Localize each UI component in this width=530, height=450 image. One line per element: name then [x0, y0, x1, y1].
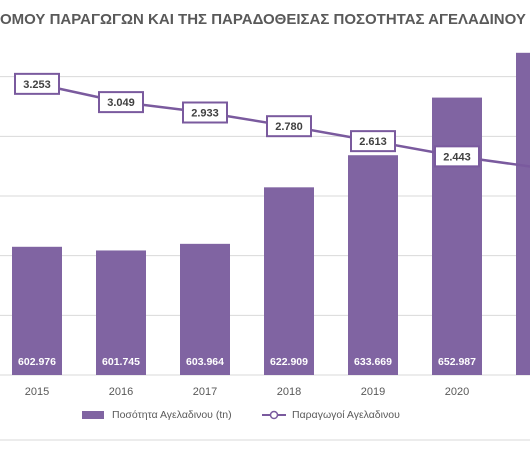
legend-swatch — [82, 411, 104, 419]
label-box — [98, 91, 144, 114]
bar — [180, 243, 230, 375]
x-tick-label: 2018 — [277, 386, 301, 398]
bar — [96, 250, 146, 375]
bar — [264, 187, 314, 375]
bar-value-label: 622.909 — [270, 356, 308, 368]
bar-value-label: 603.964 — [186, 356, 224, 368]
bar-value-label: 602.976 — [18, 356, 56, 368]
label-box — [182, 101, 228, 124]
label-box — [350, 130, 396, 153]
bar-value-label: 601.745 — [102, 356, 140, 368]
legend-label: Παραγωγοί Αγελαδινου — [292, 409, 400, 421]
x-tick-label: 2019 — [361, 386, 385, 398]
label-box — [14, 72, 60, 95]
line-value-label: 2.780 — [275, 121, 303, 133]
chart-title: ΟΜΟΥ ΠΑΡΑΓΩΓΩΝ ΚΑΙ ΤΗΣ ΠΑΡΑΔΟΘΕΙΣΑΣ ΠΟΣΟ… — [0, 11, 526, 28]
line-value-label: 2.613 — [359, 136, 387, 148]
line-value-label: 3.253 — [23, 79, 51, 91]
legend-label: Ποσότητα Αγελαδινου (tn) — [112, 409, 232, 421]
legend-marker — [269, 410, 279, 420]
bar — [516, 52, 530, 376]
line-value-label: 2.443 — [443, 151, 471, 163]
bar — [432, 97, 482, 376]
line-value-label: 3.049 — [107, 97, 135, 109]
bar-value-label: 652.987 — [438, 356, 476, 368]
line-value-label: 2.933 — [191, 107, 219, 119]
label-box — [434, 145, 480, 168]
bar-value-label: 633.669 — [354, 356, 392, 368]
x-tick-label: 2020 — [445, 386, 469, 398]
x-tick-label: 2017 — [193, 386, 217, 398]
label-box — [266, 115, 312, 138]
x-tick-label: 2015 — [25, 386, 49, 398]
bar — [348, 155, 398, 375]
bar — [12, 246, 62, 375]
x-tick-label: 2016 — [109, 386, 133, 398]
